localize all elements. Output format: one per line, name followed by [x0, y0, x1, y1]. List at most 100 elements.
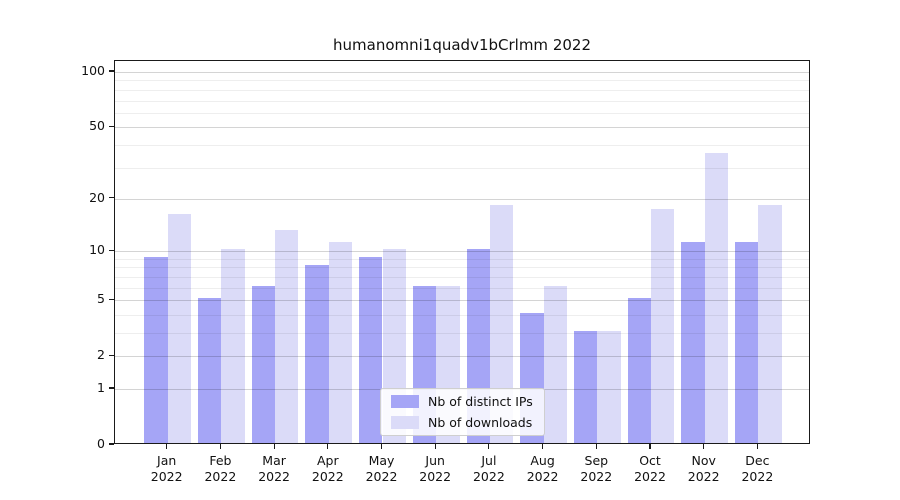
x-tick-label-line: Nov	[691, 453, 716, 468]
x-tick-label-line: 2022	[580, 469, 613, 484]
ips-swatch-icon	[391, 395, 419, 408]
y-tick-mark	[109, 70, 114, 72]
minor-gridline	[115, 80, 809, 82]
downloads-bar	[489, 205, 514, 443]
downloads-bar	[651, 209, 675, 443]
downloads-bar	[275, 229, 299, 443]
x-tick-label: Jun 2022	[405, 453, 465, 485]
y-tick-mark	[109, 249, 114, 251]
legend-label: Nb of distinct IPs	[428, 394, 533, 409]
y-tick-label: 20	[89, 189, 105, 205]
x-tick-label: Aug 2022	[513, 453, 573, 485]
x-tick-label: Nov 2022	[674, 453, 734, 485]
ips-bar	[681, 242, 705, 443]
x-tick-label: Jan 2022	[137, 453, 197, 485]
x-tick-label-line: Dec	[745, 453, 770, 468]
downloads-bar	[597, 331, 621, 443]
gridline	[115, 127, 809, 129]
y-tick-mark	[109, 443, 114, 445]
downloads-bar	[704, 153, 729, 443]
y-tick-mark	[109, 125, 114, 127]
ips-bar	[198, 298, 222, 443]
x-tick-label-line: Oct	[639, 453, 661, 468]
x-tick-label-line: Feb	[209, 453, 232, 468]
x-tick-mark	[434, 444, 436, 449]
x-tick-label: Jul 2022	[459, 453, 519, 485]
x-tick-label-line: 2022	[526, 469, 559, 484]
downloads-bar	[543, 285, 567, 443]
downloads-bar	[221, 249, 245, 443]
gridline	[115, 72, 809, 73]
downloads-bar	[328, 242, 353, 443]
x-tick-label-line: 2022	[472, 469, 505, 484]
x-tick-label-line: Jul	[481, 453, 497, 468]
x-tick-label-line: Jan	[157, 453, 177, 468]
minor-gridline	[115, 144, 809, 146]
minor-gridline	[115, 89, 809, 91]
ips-bar	[359, 256, 383, 443]
legend: Nb of distinct IPs Nb of downloads	[380, 388, 545, 436]
x-tick-mark	[219, 444, 221, 449]
minor-gridline	[115, 100, 809, 102]
x-tick-label-line: 2022	[204, 469, 237, 484]
x-tick-mark	[327, 444, 329, 449]
y-tick-label: 50	[89, 118, 105, 134]
y-tick-mark	[109, 354, 114, 356]
y-tick-label: 100	[81, 63, 105, 78]
x-tick-mark	[488, 444, 490, 449]
plot-area	[114, 60, 810, 444]
x-tick-label: May 2022	[352, 453, 412, 485]
x-tick-label-line: Jun	[425, 453, 445, 468]
chart-title: humanomni1quadv1bCrlmm 2022	[333, 36, 591, 54]
x-tick-mark	[649, 444, 651, 449]
x-tick-label-line: 2022	[311, 469, 344, 484]
x-tick-label-line: 2022	[258, 469, 290, 484]
downloads-bar	[758, 205, 782, 443]
ips-bar	[573, 331, 598, 443]
y-tick-label: 2	[97, 347, 105, 363]
legend-row: Nb of downloads	[391, 415, 534, 430]
minor-gridline	[115, 112, 809, 114]
x-tick-mark	[703, 444, 705, 449]
ips-bar	[305, 265, 329, 443]
ips-bar	[735, 242, 759, 443]
y-tick-mark	[109, 197, 114, 199]
y-tick-label: 10	[89, 242, 105, 258]
y-tick-mark	[109, 387, 114, 389]
x-tick-label-line: 2022	[150, 469, 183, 484]
x-tick-label-line: 2022	[419, 469, 452, 484]
x-tick-label-line: Sep	[584, 453, 609, 468]
x-tick-mark	[273, 444, 275, 449]
y-tick-mark	[109, 298, 114, 300]
y-tick-label: 1	[97, 380, 105, 395]
x-tick-label-line: May	[368, 453, 395, 468]
x-tick-label: Dec 2022	[727, 453, 787, 485]
downloads-swatch-icon	[391, 416, 419, 429]
x-tick-label: Sep 2022	[566, 453, 626, 485]
x-tick-label: Mar 2022	[244, 453, 304, 485]
ips-bar	[627, 298, 651, 443]
x-tick-mark	[166, 444, 168, 449]
x-tick-label-line: 2022	[365, 469, 398, 484]
x-tick-mark	[542, 444, 544, 449]
y-tick-label: 0	[97, 436, 105, 451]
x-tick-label-line: Mar	[262, 453, 286, 468]
y-tick-label: 5	[97, 291, 105, 307]
x-tick-label: Apr 2022	[298, 453, 358, 485]
x-tick-label-line: 2022	[687, 469, 720, 484]
downloads-bar	[167, 214, 192, 443]
x-tick-label-line: 2022	[634, 469, 666, 484]
legend-label: Nb of downloads	[428, 415, 533, 430]
x-tick-label-line: Apr	[316, 453, 339, 468]
x-tick-label-line: 2022	[741, 469, 774, 484]
x-tick-mark	[380, 444, 383, 449]
x-tick-mark	[595, 444, 597, 449]
x-tick-label-line: Aug	[530, 453, 555, 468]
x-tick-mark	[756, 444, 758, 449]
x-tick-label: Feb 2022	[190, 453, 250, 485]
legend-row: Nb of distinct IPs	[391, 394, 534, 409]
ips-bar	[144, 256, 168, 443]
ips-bar	[251, 285, 276, 443]
x-tick-label: Oct 2022	[620, 453, 680, 485]
